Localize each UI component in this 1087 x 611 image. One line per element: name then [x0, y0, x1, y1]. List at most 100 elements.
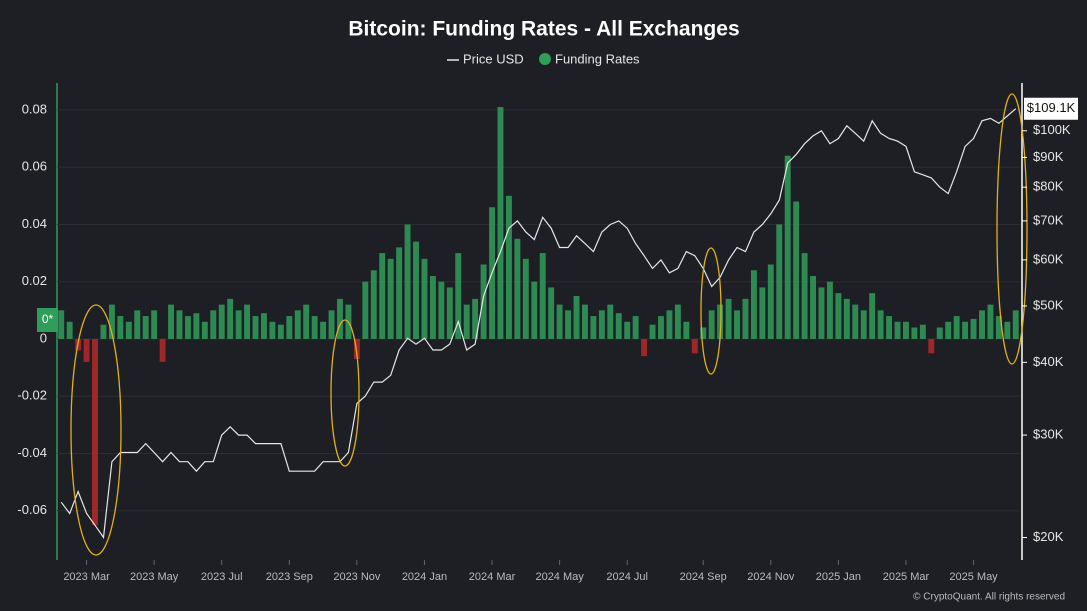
chart-title: Bitcoin: Funding Rates - All Exchanges — [348, 18, 739, 41]
funding-bar — [674, 304, 681, 339]
funding-bar — [548, 287, 555, 339]
funding-bar — [320, 321, 327, 339]
y2-tick-label: $70K — [1033, 212, 1064, 227]
price-tag-box — [1024, 97, 1078, 120]
funding-bar — [810, 275, 816, 339]
funding-bar — [556, 304, 563, 339]
funding-bar — [700, 327, 707, 339]
x-tick-label: 2023 May — [130, 571, 179, 583]
funding-bar — [421, 258, 428, 339]
legend-dot — [539, 53, 551, 65]
funding-bar — [607, 304, 614, 339]
funding-bar — [429, 275, 436, 339]
funding-bar — [117, 316, 124, 339]
funding-bar — [860, 310, 867, 339]
funding-bar — [244, 304, 251, 339]
funding-bar — [962, 321, 969, 339]
price-tag: $109.1K — [1027, 100, 1076, 115]
y-tick-label: -0.02 — [17, 388, 47, 403]
x-tick-label: 2025 Mar — [883, 571, 930, 583]
y2-tick-label: $40K — [1033, 354, 1064, 369]
funding-bar — [480, 264, 487, 339]
funding-bar — [919, 324, 926, 339]
funding-bar — [742, 298, 749, 339]
funding-bar — [92, 338, 98, 526]
funding-bar — [125, 321, 132, 339]
funding-bar — [886, 316, 893, 339]
x-tick-label: 2023 Jul — [201, 571, 243, 583]
y-tick-label: 0.02 — [22, 273, 47, 288]
zero-tag-box — [37, 308, 58, 332]
y2-tick-label: $80K — [1033, 179, 1064, 194]
funding-bar — [750, 270, 757, 339]
funding-bar — [717, 304, 724, 339]
x-tick-label: 2023 Mar — [63, 571, 110, 583]
funding-bar — [176, 310, 183, 339]
funding-bar — [818, 287, 825, 339]
funding-bar — [227, 298, 234, 339]
funding-bar — [666, 310, 673, 339]
funding-bar — [632, 316, 639, 339]
funding-bar — [455, 253, 462, 339]
legend-label[interactable]: Funding Rates — [555, 51, 640, 66]
funding-bar — [337, 298, 343, 339]
x-tick-label: 2024 Mar — [469, 571, 516, 583]
funding-bar — [497, 107, 504, 339]
funding-bar — [396, 247, 403, 339]
funding-bar — [210, 310, 217, 339]
legend-label[interactable]: Price USD — [463, 51, 524, 66]
highlight-ellipse — [70, 304, 122, 556]
x-tick-label: 2023 Sep — [266, 571, 313, 583]
x-tick-label: 2023 Nov — [333, 571, 381, 583]
funding-bar — [641, 338, 648, 357]
funding-bar — [159, 338, 166, 362]
funding-bar — [514, 238, 521, 339]
funding-bar — [362, 281, 369, 339]
y2-tick-label: $30K — [1033, 427, 1064, 442]
y2-tick-label: $20K — [1033, 529, 1064, 544]
funding-bar — [303, 304, 310, 339]
funding-bar — [911, 327, 918, 339]
funding-bar — [193, 313, 200, 339]
x-tick-label: 2024 May — [535, 571, 584, 583]
funding-bar — [404, 224, 411, 339]
y2-tick-label: $90K — [1033, 149, 1064, 164]
x-tick-label: 2025 Jan — [816, 571, 861, 583]
funding-bar — [311, 316, 318, 339]
funding-bar — [66, 321, 73, 339]
funding-bar — [235, 310, 242, 339]
funding-bar — [928, 338, 935, 354]
y2-tick-label: $50K — [1033, 297, 1064, 312]
funding-bar — [979, 310, 985, 339]
funding-bar — [379, 253, 386, 339]
funding-bar — [277, 324, 284, 339]
funding-bar — [134, 310, 141, 339]
funding-bar — [539, 253, 546, 339]
funding-bar — [598, 310, 605, 339]
funding-bar — [261, 313, 267, 339]
funding-bar — [615, 313, 622, 339]
x-tick-label: 2024 Sep — [680, 571, 727, 583]
funding-bar — [767, 264, 774, 339]
funding-bar — [877, 310, 884, 339]
y2-tick-label: $60K — [1033, 251, 1064, 266]
funding-bar — [894, 321, 901, 339]
funding-bar — [649, 324, 656, 339]
funding-bar — [784, 155, 791, 339]
funding-bar — [852, 304, 859, 339]
funding-bar — [573, 296, 580, 339]
funding-bar — [801, 253, 808, 339]
funding-bar — [269, 321, 276, 339]
y-tick-label: 0.04 — [22, 216, 47, 231]
funding-bar — [505, 195, 512, 339]
funding-bar — [446, 287, 453, 339]
funding-bar — [472, 298, 479, 339]
funding-bar — [531, 281, 538, 339]
y2-tick-label: $100K — [1033, 122, 1071, 137]
funding-bar — [843, 298, 850, 339]
funding-bar — [286, 316, 293, 339]
funding-bar — [58, 310, 65, 339]
funding-bar — [108, 304, 115, 339]
x-tick-label: 2024 Nov — [747, 571, 795, 583]
